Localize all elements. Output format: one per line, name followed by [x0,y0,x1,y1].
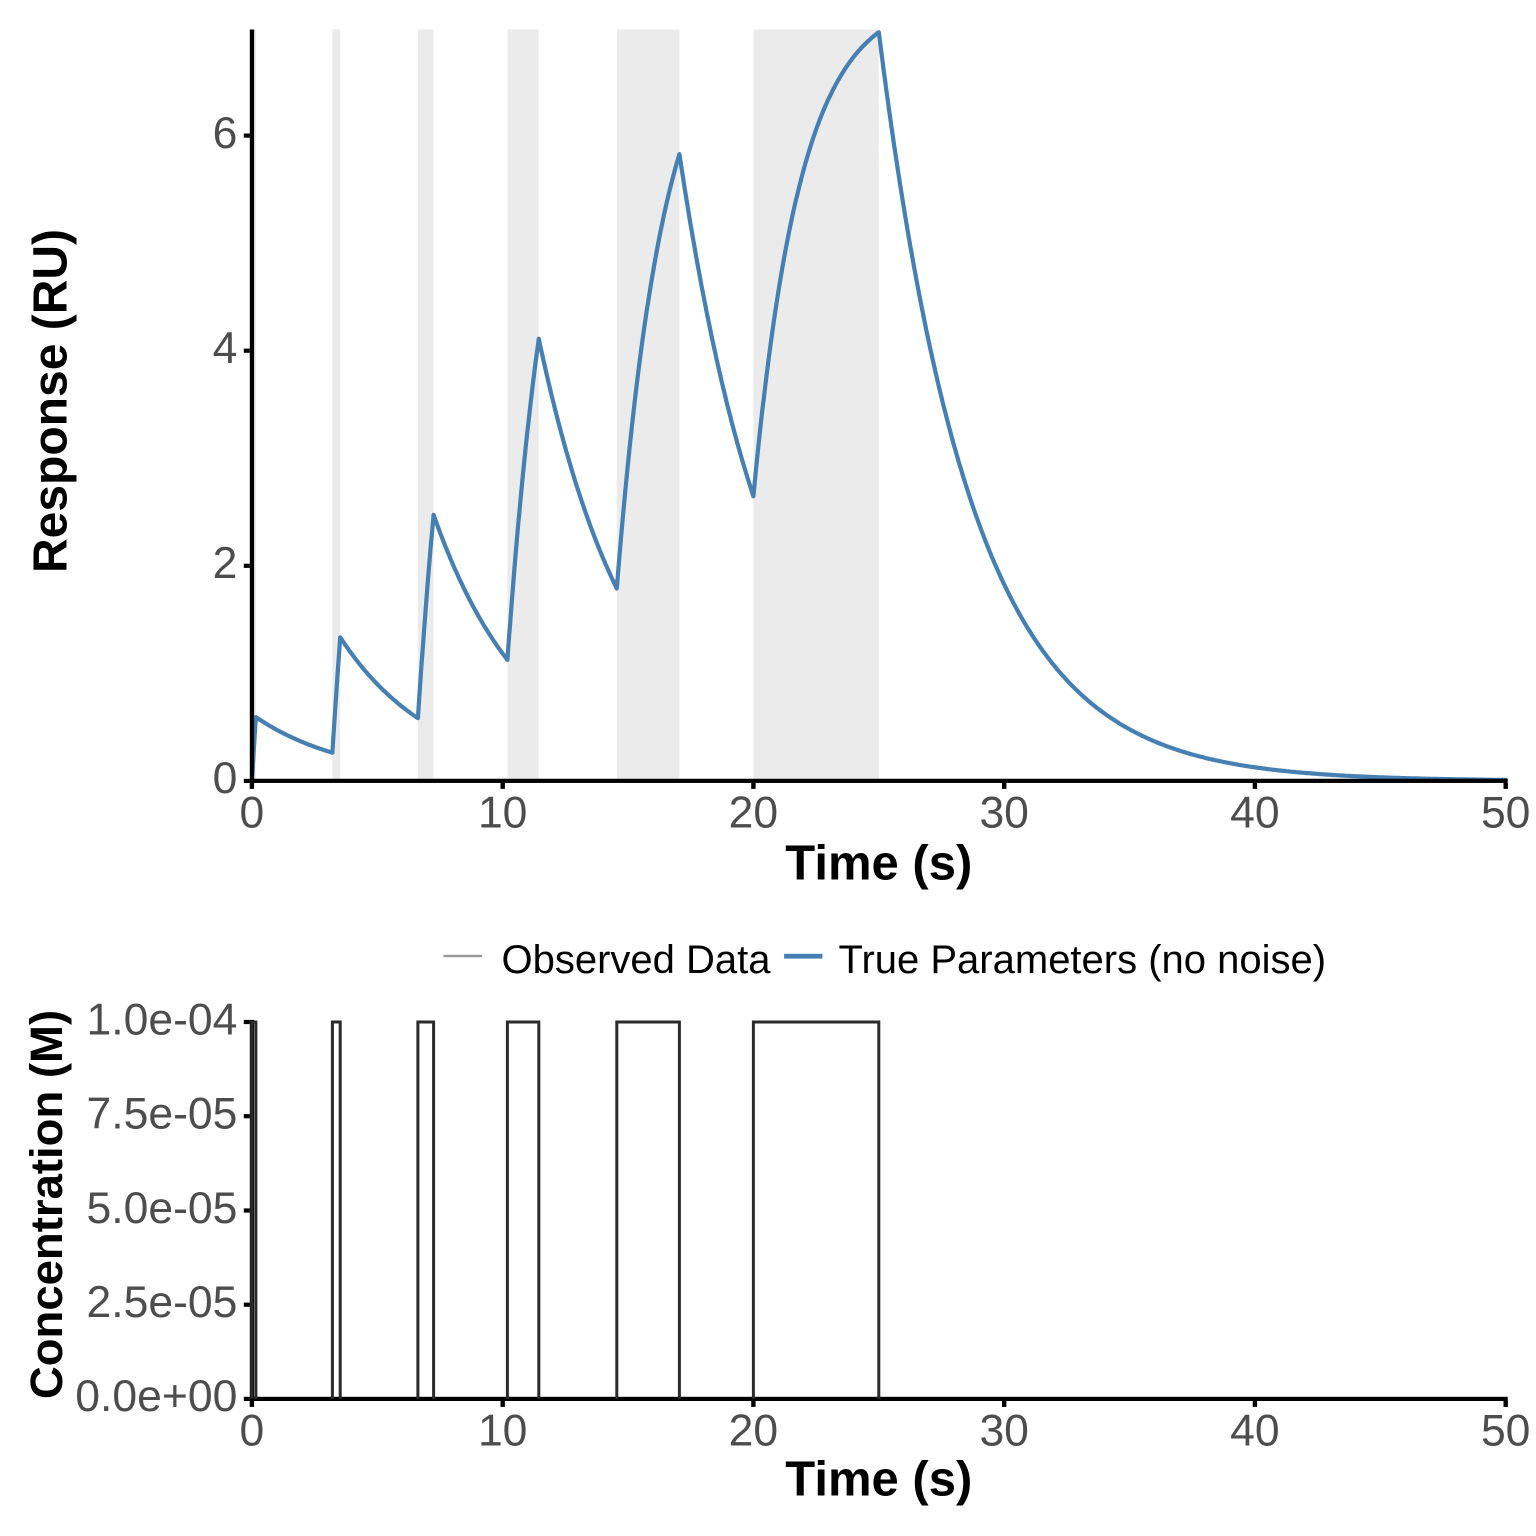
svg-text:50: 50 [1481,788,1531,837]
svg-text:50: 50 [1481,1407,1531,1456]
svg-text:True Parameters (no noise): True Parameters (no noise) [839,938,1327,982]
svg-text:0: 0 [240,1407,265,1456]
svg-text:2.5e-05: 2.5e-05 [86,1278,237,1327]
svg-text:30: 30 [979,788,1029,837]
svg-text:4: 4 [213,324,238,373]
svg-text:1.0e-04: 1.0e-04 [86,995,237,1044]
svg-text:10: 10 [478,788,528,837]
svg-text:Concentration (M): Concentration (M) [21,1010,72,1399]
svg-text:40: 40 [1230,788,1280,837]
svg-text:0.0e+00: 0.0e+00 [75,1372,237,1421]
svg-text:40: 40 [1230,1407,1280,1456]
svg-text:Time (s): Time (s) [785,837,972,891]
svg-text:20: 20 [729,788,779,837]
svg-text:0: 0 [213,754,238,803]
svg-text:10: 10 [478,1407,528,1456]
svg-text:Response (RU): Response (RU) [25,229,78,573]
svg-text:5.0e-05: 5.0e-05 [86,1184,237,1233]
svg-text:0: 0 [240,788,265,837]
svg-text:20: 20 [729,1407,779,1456]
svg-text:Time (s): Time (s) [785,1452,972,1506]
svg-text:7.5e-05: 7.5e-05 [86,1090,237,1139]
svg-text:2: 2 [213,539,238,588]
svg-text:Observed Data: Observed Data [502,938,772,982]
svg-text:30: 30 [979,1407,1029,1456]
svg-text:6: 6 [213,109,238,158]
